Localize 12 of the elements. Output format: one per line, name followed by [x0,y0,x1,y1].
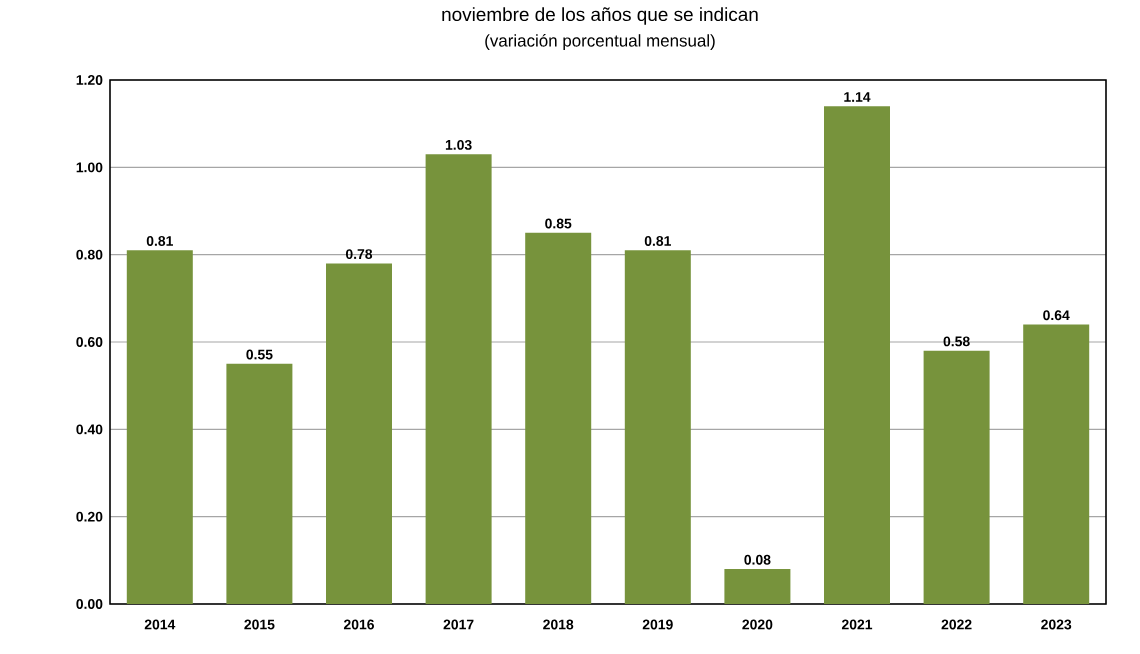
bar [824,106,890,604]
bar [126,250,193,604]
bar [525,232,592,604]
bar [624,250,691,604]
bar [1023,324,1090,604]
chart-title: noviembre de los años que se indican [442,7,758,25]
chart-subtitle: (variación porcentual mensual) [485,34,715,50]
bar [326,263,392,604]
bar [425,154,492,604]
bar [226,363,293,604]
bar [724,569,791,604]
bar [923,350,990,604]
